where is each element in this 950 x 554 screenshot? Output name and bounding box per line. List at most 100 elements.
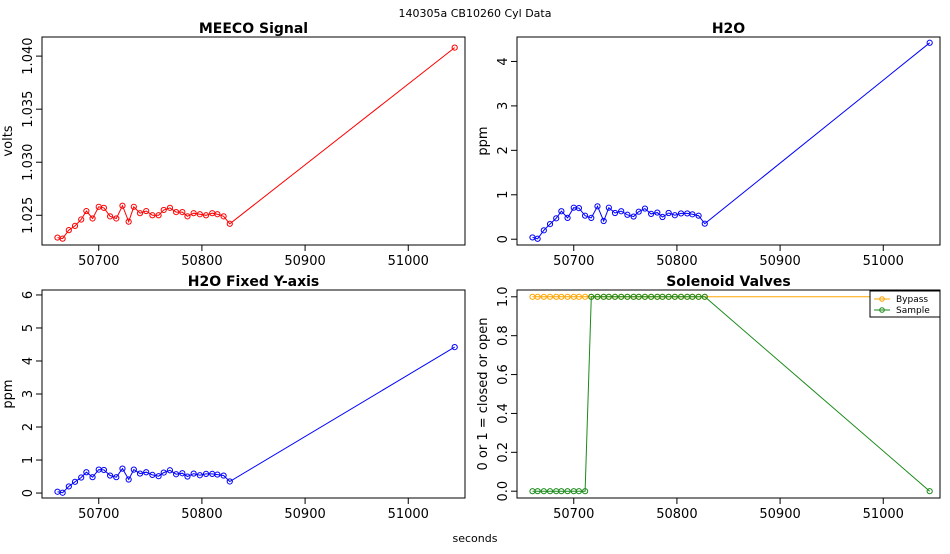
data-point [546,221,554,228]
x-tick-label: 51000 [863,507,904,522]
x-tick-label: 51000 [388,507,429,522]
data-point [588,214,595,221]
data-point [113,215,120,222]
data-point [575,488,583,495]
data-point [635,208,642,215]
x-tick-label: 50800 [181,507,222,522]
data-point [665,293,672,300]
data-point [179,470,186,477]
data-point [659,213,666,221]
data-point [166,467,174,474]
data-point [641,205,649,212]
data-point [588,293,595,300]
plot-frame [516,289,941,499]
x-tick-label: 50900 [759,507,800,522]
data-point [570,204,577,211]
y-tick-label: 4 [21,357,36,365]
x-tick-label: 50700 [78,254,119,269]
series-line-1 [57,346,455,494]
x-tick-label: 50800 [656,254,697,269]
data-point [71,222,79,229]
x-tick-label: 50900 [284,507,325,522]
data-point [553,215,560,222]
y-axis-label: 0 or 1 = closed or open [476,317,491,470]
data-point [78,216,85,223]
data-point [648,293,655,300]
data-point [926,39,933,46]
data-point [173,471,180,478]
data-point [196,211,203,218]
y-tick-label: 1.040 [21,37,36,74]
data-point [648,210,655,217]
data-point [581,488,589,495]
data-point [611,209,619,217]
data-point [701,293,708,300]
y-axis-label: ppm [476,126,491,155]
data-point [209,470,216,477]
data-point [600,293,607,300]
data-point [564,488,571,495]
y-tick-label: 4 [496,57,511,65]
data-point [695,212,702,219]
data-point [534,293,541,300]
data-point [558,208,565,215]
data-point [624,293,631,300]
data-point [136,210,144,217]
y-tick-label: 1 [496,191,511,199]
data-point [95,203,102,210]
y-tick-label: 0.2 [496,442,511,463]
data-point [570,293,577,300]
data-point [196,472,203,479]
data-point [684,210,691,217]
y-tick-label: 0 [21,489,36,497]
data-point [83,469,90,476]
panel-1: MEECO Signal volts 50700 50800 50900 51000 1.0… [1,21,466,269]
data-point [166,204,174,211]
chart-title: H2O Fixed Y-axis [188,274,320,290]
data-point [665,209,672,217]
data-point [926,488,933,495]
data-point [155,212,162,219]
chart-title: Solenoid Valves [666,274,791,290]
data-point [611,293,619,300]
y-tick-label: 5 [21,324,36,332]
data-point [570,488,577,495]
data-point [160,206,167,214]
data-point [575,293,583,300]
data-point [155,473,162,480]
data-point [594,203,601,210]
data-point [143,469,150,476]
data-point [119,465,126,472]
y-tick-label: 3 [496,102,511,110]
data-point [130,203,137,210]
y-tick-label: 0.4 [496,403,511,424]
data-point [689,293,696,300]
data-point [558,293,565,300]
figure-xlabel: seconds [453,532,498,545]
data-point [130,466,137,473]
plot-frame [41,36,466,246]
y-tick-label: 0.6 [496,364,511,385]
data-point [59,489,66,496]
data-point [54,234,61,241]
y-tick-label: 2 [496,146,511,154]
data-point [529,293,536,300]
data-point [695,293,702,300]
data-point [654,209,661,216]
data-point [677,293,685,300]
x-tick-label: 50700 [553,254,594,269]
data-point [143,207,150,215]
data-point [173,209,180,216]
data-point [113,474,120,481]
data-point [95,466,102,473]
legend-label: Sample [896,306,930,316]
data-point [630,213,637,220]
y-tick-label: 1.0 [496,286,511,307]
data-point [100,204,108,211]
data-point [630,293,637,300]
data-point [618,293,625,300]
data-point [184,473,191,480]
data-point [671,293,678,300]
data-point [160,469,167,476]
